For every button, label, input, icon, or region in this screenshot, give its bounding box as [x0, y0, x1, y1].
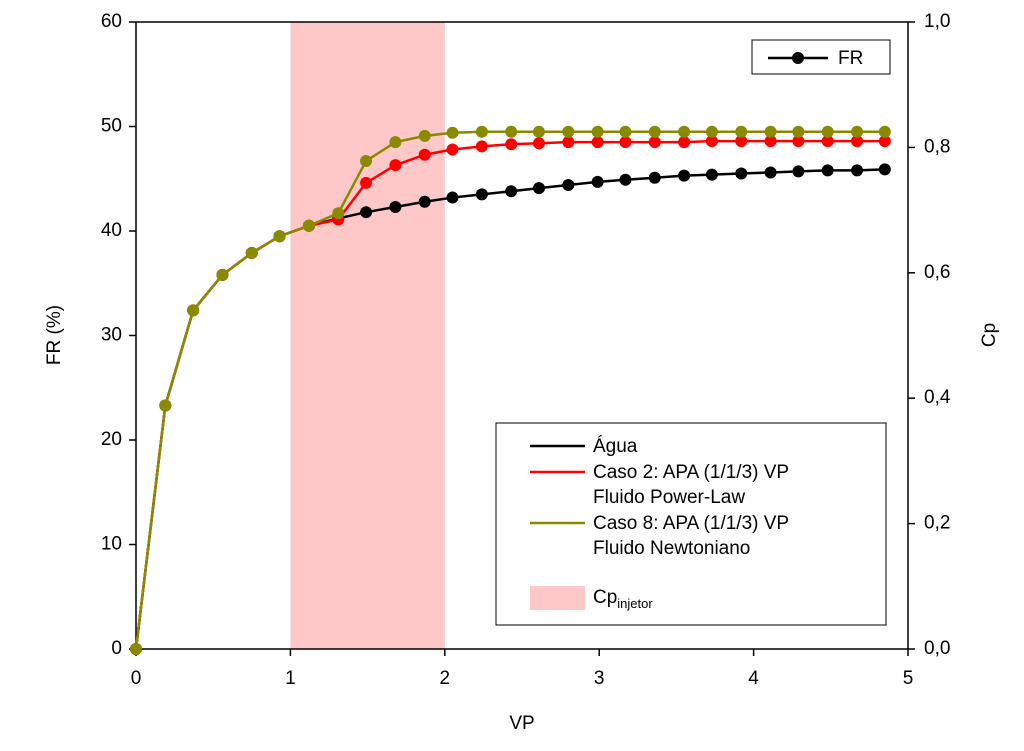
data-point	[505, 185, 518, 198]
data-point	[648, 171, 661, 184]
data-point	[878, 125, 891, 138]
x-tick-label: 4	[748, 668, 759, 689]
data-point	[159, 399, 172, 412]
data-point	[878, 163, 891, 176]
y2-tick-label: 1,0	[924, 11, 950, 32]
y-tick-label: 30	[101, 325, 122, 346]
data-point	[332, 207, 345, 220]
marker-legend-dot	[792, 52, 804, 64]
data-point	[562, 136, 575, 149]
data-point	[705, 135, 718, 148]
data-point	[475, 125, 488, 138]
legend-label: Água	[593, 436, 638, 457]
y-tick-label: 20	[101, 429, 122, 450]
span-region	[290, 22, 445, 649]
data-point	[418, 148, 431, 161]
data-point	[505, 125, 518, 138]
x-tick-label: 0	[131, 668, 142, 689]
data-point	[591, 125, 604, 138]
y2-tick-label: 0,0	[924, 638, 950, 659]
y-tick-label: 0	[111, 638, 122, 659]
data-point	[705, 125, 718, 138]
y-tick-label: 10	[101, 534, 122, 555]
data-point	[619, 125, 632, 138]
legend-label: Caso 8: APA (1/1/3) VP Fluido Newtoniano	[593, 513, 790, 559]
data-point	[505, 138, 518, 151]
data-point	[130, 643, 142, 655]
y2-tick-label: 0,4	[924, 387, 951, 408]
data-point	[851, 125, 864, 138]
data-point	[619, 136, 632, 149]
x-tick-label: 1	[285, 668, 296, 689]
legend-label: Caso 2: APA (1/1/3) VP Fluido Power-Law	[593, 462, 790, 508]
data-point	[216, 268, 229, 281]
x-tick-label: 5	[903, 668, 914, 689]
data-point	[360, 176, 373, 189]
span-label-sub: injetor	[617, 595, 653, 611]
data-point	[418, 129, 431, 142]
data-point	[562, 179, 575, 192]
data-point	[562, 125, 575, 138]
data-point	[360, 206, 373, 219]
span-legend-text: Cpinjetor	[593, 585, 653, 616]
data-point	[764, 125, 777, 138]
y2-tick-label: 0,6	[924, 262, 950, 283]
data-point	[245, 246, 258, 259]
data-point	[591, 175, 604, 188]
data-point	[389, 200, 402, 213]
data-point	[792, 135, 805, 148]
x-tick-label: 2	[440, 668, 451, 689]
data-point	[475, 140, 488, 153]
data-point	[851, 164, 864, 177]
data-point	[735, 167, 748, 180]
data-point	[389, 159, 402, 172]
data-point	[678, 136, 691, 149]
data-point	[532, 182, 545, 195]
data-point	[735, 125, 748, 138]
y-axis-label: FR (%)	[44, 305, 65, 365]
span-label: Cp	[593, 587, 618, 608]
data-point	[678, 169, 691, 182]
data-point	[821, 125, 834, 138]
data-point	[446, 191, 459, 204]
y2-tick-label: 0,8	[924, 136, 950, 157]
data-point	[532, 125, 545, 138]
data-point	[446, 143, 459, 156]
data-point	[764, 135, 777, 148]
data-point	[792, 125, 805, 138]
y-tick-label: 40	[101, 220, 122, 241]
data-point	[851, 135, 864, 148]
y-tick-label: 60	[101, 11, 122, 32]
x-tick-label: 3	[594, 668, 605, 689]
data-point	[821, 164, 834, 177]
data-point	[273, 230, 286, 243]
y-tick-label: 50	[101, 116, 122, 137]
data-point	[360, 154, 373, 167]
data-point	[735, 135, 748, 148]
data-point	[648, 136, 661, 149]
y2-axis-label: Cp	[979, 323, 1000, 347]
data-point	[475, 188, 488, 201]
data-point	[187, 304, 200, 317]
data-point	[591, 136, 604, 149]
data-point	[792, 165, 805, 178]
y2-tick-label: 0,2	[924, 513, 950, 534]
x-axis-label: VP	[509, 713, 534, 734]
data-point	[532, 137, 545, 150]
data-point	[764, 166, 777, 179]
data-point	[389, 136, 402, 149]
data-point	[302, 219, 315, 232]
data-point	[648, 125, 661, 138]
data-point	[878, 135, 891, 148]
legend-span-swatch	[530, 586, 585, 610]
data-point	[619, 173, 632, 186]
data-point	[678, 125, 691, 138]
data-point	[705, 168, 718, 181]
marker-legend-text: FR	[838, 48, 864, 69]
data-point	[821, 135, 834, 148]
data-point	[446, 126, 459, 139]
data-point	[418, 195, 431, 208]
